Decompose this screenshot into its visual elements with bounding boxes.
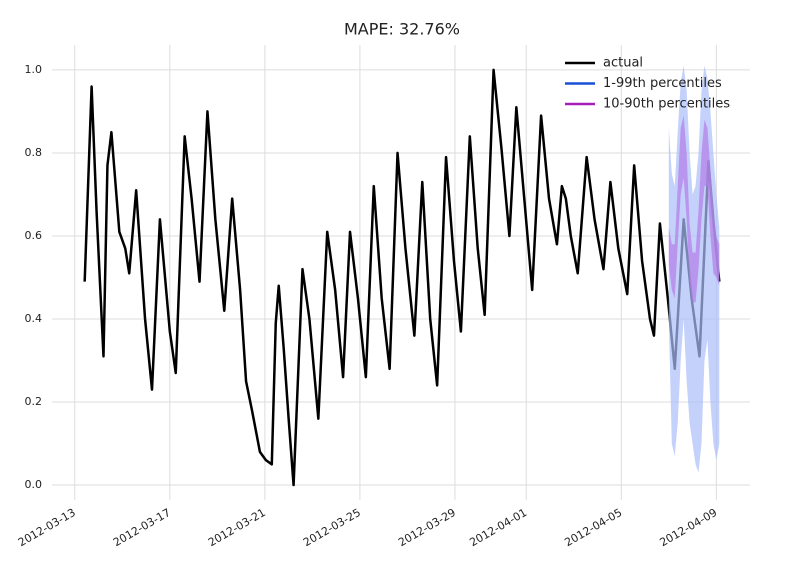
x-tick-label: 2012-04-09 xyxy=(657,506,719,549)
line xyxy=(83,68,721,487)
x-tick-label: 2012-04-01 xyxy=(467,506,529,549)
y-tick-label: 0.8 xyxy=(25,146,43,159)
y-tick-label: 0.4 xyxy=(25,312,43,325)
legend-label: 10-90th percentiles xyxy=(603,97,730,112)
chart-title: MAPE: 32.76% xyxy=(344,20,460,39)
x-tick-label: 2012-04-05 xyxy=(562,506,624,549)
y-tick-label: 0.0 xyxy=(25,478,43,491)
y-tick-label: 0.2 xyxy=(25,395,43,408)
x-tick-label: 2012-03-17 xyxy=(111,506,173,549)
y-tick-label: 0.6 xyxy=(25,229,43,242)
percentile-band xyxy=(668,115,720,303)
x-tick-label: 2012-03-13 xyxy=(16,506,78,549)
x-tick-label: 2012-03-25 xyxy=(301,506,363,549)
y-tick-label: 1.0 xyxy=(25,63,43,76)
x-tick-label: 2012-03-29 xyxy=(396,506,458,549)
legend-label: actual xyxy=(603,56,643,71)
x-tick-label: 2012-03-21 xyxy=(206,506,268,549)
legend-label: 1-99th percentiles xyxy=(603,76,722,91)
